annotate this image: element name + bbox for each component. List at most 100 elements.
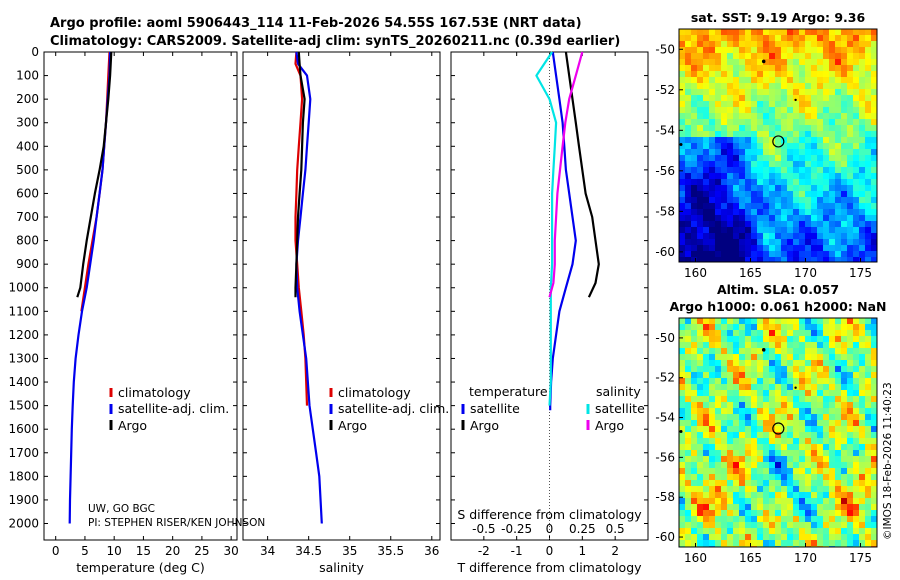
heatmap-cell (835, 462, 841, 468)
heatmap-cell (793, 71, 799, 77)
heatmap-cell (853, 378, 859, 384)
heatmap-cell (709, 408, 715, 414)
heatmap-cell (709, 101, 715, 107)
heatmap-cell (859, 360, 865, 366)
heatmap-cell (679, 227, 685, 233)
heatmap-cell (703, 360, 709, 366)
heatmap-cell (781, 119, 787, 125)
heatmap-cell (781, 41, 787, 47)
heatmap-cell (757, 251, 763, 257)
heatmap-cell (775, 65, 781, 71)
heatmap-cell (745, 492, 751, 498)
heatmap-cell (763, 119, 769, 125)
heatmap-cell (781, 203, 787, 209)
heatmap-cell (811, 227, 817, 233)
heatmap-cell (739, 89, 745, 95)
heatmap-cell (709, 474, 715, 480)
heatmap-cell (703, 179, 709, 185)
heatmap-cell (745, 113, 751, 119)
heatmap-cell (763, 77, 769, 83)
heatmap-cell (865, 65, 871, 71)
heatmap-cell (757, 257, 763, 262)
heatmap-cell (691, 161, 697, 167)
heatmap-cell (697, 414, 703, 420)
heatmap-cell (799, 173, 805, 179)
map-title: Altim. SLA: 0.057 (717, 282, 839, 297)
heatmap-cell (775, 245, 781, 251)
heatmap-cell (805, 245, 811, 251)
heatmap-cell (685, 318, 691, 324)
heatmap-cell (823, 498, 829, 504)
heatmap-cell (697, 215, 703, 221)
heatmap-cell (829, 540, 835, 546)
heatmap-cell (691, 101, 697, 107)
imos-watermark: ©IMOS 18-Feb-2026 11:40:23 (882, 382, 894, 540)
heatmap-cell (709, 330, 715, 336)
heatmap-cell (709, 468, 715, 474)
heatmap-cell (793, 239, 799, 245)
heatmap-cell (775, 534, 781, 540)
heatmap-cell (835, 257, 841, 262)
heatmap-cell (853, 251, 859, 257)
heatmap-cell (727, 456, 733, 462)
heatmap-cell (805, 486, 811, 492)
heatmap-cell (679, 324, 685, 330)
heatmap-cell (721, 444, 727, 450)
heatmap-cell (709, 450, 715, 456)
heatmap-cell (769, 209, 775, 215)
heatmap-cell (739, 474, 745, 480)
heatmap-cell (721, 53, 727, 59)
heatmap-cell (805, 414, 811, 420)
heatmap-cell (715, 396, 721, 402)
heatmap-cell (769, 113, 775, 119)
heatmap-cell (853, 516, 859, 522)
heatmap-cell (817, 408, 823, 414)
heatmap-cell (799, 378, 805, 384)
heatmap-cell (841, 89, 847, 95)
heatmap-cell (703, 95, 709, 101)
heatmap-cell (739, 155, 745, 161)
heatmap-cell (691, 95, 697, 101)
heatmap-cell (727, 474, 733, 480)
heatmap-cell (787, 384, 793, 390)
heatmap-cell (829, 462, 835, 468)
heatmap-cell (703, 438, 709, 444)
heatmap-cell (727, 498, 733, 504)
heatmap-cell (859, 540, 865, 546)
heatmap-cell (685, 540, 691, 546)
heatmap-cell (805, 125, 811, 131)
heatmap-cell (859, 191, 865, 197)
heatmap-cell (799, 450, 805, 456)
heatmap-cell (733, 342, 739, 348)
heatmap-cell (703, 125, 709, 131)
heatmap-cell (805, 29, 811, 35)
heatmap-cell (823, 348, 829, 354)
heatmap-cell (685, 65, 691, 71)
heatmap-cell (859, 239, 865, 245)
heatmap-cell (769, 528, 775, 534)
legend-salinity-title: salinity (596, 384, 641, 399)
heatmap-cell (799, 257, 805, 262)
heatmap-cell (829, 71, 835, 77)
heatmap-cell (739, 143, 745, 149)
heatmap-cell (739, 420, 745, 426)
heatmap-cell (691, 384, 697, 390)
heatmap-cell (751, 149, 757, 155)
heatmap-cell (709, 107, 715, 113)
heatmap-cell (799, 522, 805, 528)
heatmap-cell (841, 426, 847, 432)
heatmap-cell (817, 420, 823, 426)
heatmap-cell (865, 366, 871, 372)
heatmap-cell (703, 155, 709, 161)
heatmap-cell (745, 342, 751, 348)
heatmap-cell (763, 227, 769, 233)
heatmap-cell (835, 456, 841, 462)
heatmap-cell (697, 336, 703, 342)
heatmap-cell (835, 486, 841, 492)
heatmap-cell (751, 155, 757, 161)
heatmap-cell (793, 432, 799, 438)
heatmap-cell (763, 432, 769, 438)
heatmap-cell (799, 480, 805, 486)
heatmap-cell (871, 59, 877, 65)
heatmap-cell (865, 77, 871, 83)
